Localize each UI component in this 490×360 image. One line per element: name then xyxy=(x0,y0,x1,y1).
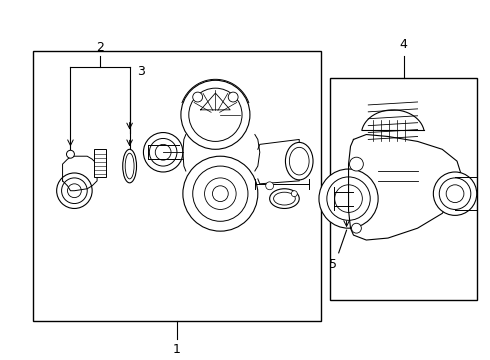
Circle shape xyxy=(213,186,228,202)
Circle shape xyxy=(204,178,236,210)
Text: 2: 2 xyxy=(96,41,104,54)
Ellipse shape xyxy=(125,153,134,179)
Ellipse shape xyxy=(286,143,313,180)
Circle shape xyxy=(335,185,362,212)
Circle shape xyxy=(292,191,297,197)
Circle shape xyxy=(144,132,183,172)
Circle shape xyxy=(327,177,370,220)
Circle shape xyxy=(189,88,242,141)
Circle shape xyxy=(183,156,258,231)
Circle shape xyxy=(155,144,171,160)
Circle shape xyxy=(319,169,378,228)
Text: 1: 1 xyxy=(173,343,181,356)
Polygon shape xyxy=(258,139,299,184)
Circle shape xyxy=(193,166,248,221)
Text: 4: 4 xyxy=(400,38,408,51)
Polygon shape xyxy=(63,156,97,191)
Circle shape xyxy=(446,185,464,203)
Circle shape xyxy=(57,173,92,208)
Ellipse shape xyxy=(122,149,137,183)
Circle shape xyxy=(351,223,361,233)
Circle shape xyxy=(149,139,177,166)
Circle shape xyxy=(68,184,81,198)
Circle shape xyxy=(433,172,477,215)
Circle shape xyxy=(266,182,273,190)
Circle shape xyxy=(193,92,202,102)
Circle shape xyxy=(349,157,363,171)
Bar xyxy=(33,51,321,321)
Circle shape xyxy=(439,178,471,210)
Circle shape xyxy=(67,150,74,158)
Text: 3: 3 xyxy=(138,65,146,78)
Polygon shape xyxy=(348,135,462,240)
Polygon shape xyxy=(362,110,424,130)
Circle shape xyxy=(228,92,238,102)
Circle shape xyxy=(62,178,87,203)
Ellipse shape xyxy=(273,192,295,205)
Circle shape xyxy=(181,80,250,149)
Polygon shape xyxy=(255,179,309,189)
Polygon shape xyxy=(148,145,179,159)
Bar xyxy=(94,149,106,177)
Text: 5: 5 xyxy=(329,258,337,271)
Ellipse shape xyxy=(290,147,309,175)
Ellipse shape xyxy=(270,189,299,208)
Bar xyxy=(330,78,477,300)
